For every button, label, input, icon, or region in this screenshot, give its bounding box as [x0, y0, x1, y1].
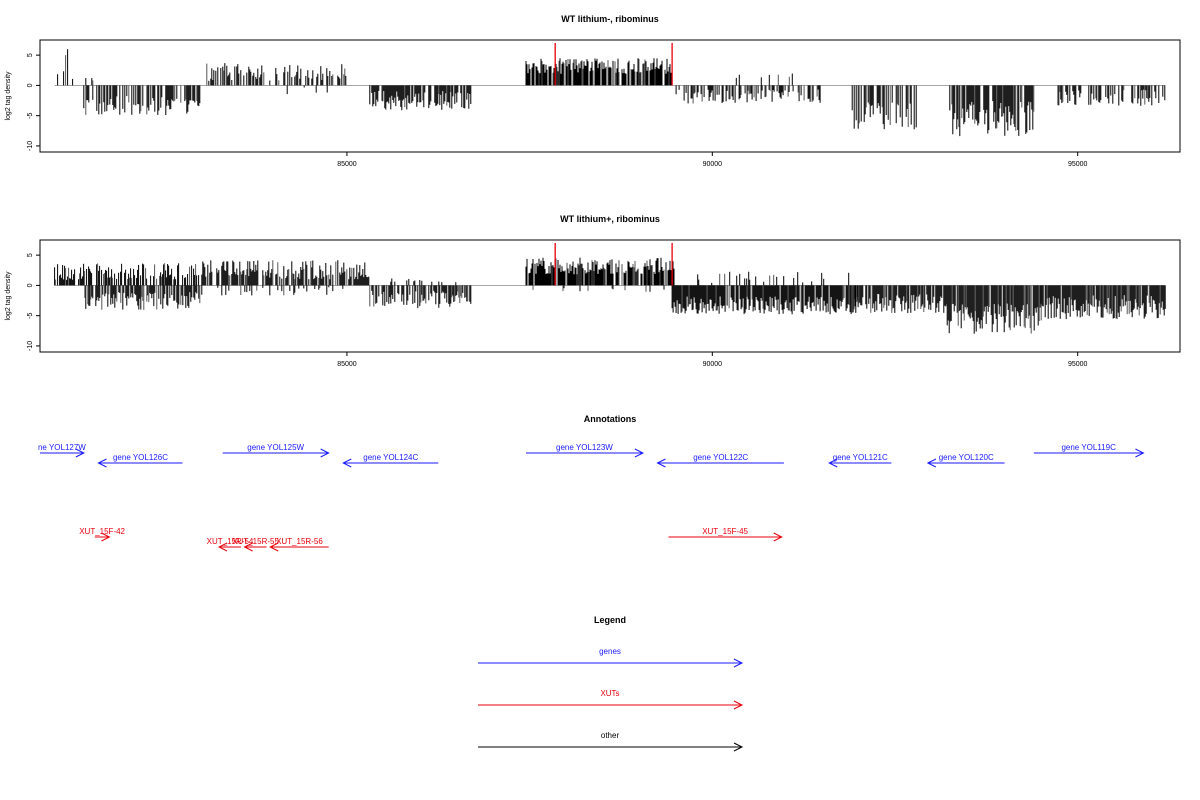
arrow-head	[773, 532, 783, 542]
y-tick-label: 5	[27, 253, 34, 257]
arrow-head	[320, 448, 330, 458]
arrow-head	[269, 542, 279, 552]
gene-label: gene YOL123W	[556, 443, 613, 452]
x-tick-label: 85000	[337, 361, 357, 368]
arrow-head	[733, 742, 744, 752]
bars-group	[54, 257, 1166, 334]
plot-frame	[39, 39, 1181, 153]
y-axis-label: log2 tag density	[5, 271, 12, 321]
y-tick-label: -10	[27, 341, 34, 351]
panel-title: WT lithium-, ribominus	[561, 14, 659, 24]
x-tick-label: 90000	[703, 361, 723, 368]
plot-frame	[39, 239, 1181, 353]
gene-label: gene YOL119C	[1061, 443, 1116, 452]
gene-arrow	[525, 448, 645, 458]
xut-arrow	[94, 532, 111, 542]
gene-label: gene YOL126C	[113, 453, 168, 462]
gene-arrow	[40, 448, 85, 458]
panel-title: WT lithium+, ribominus	[560, 214, 660, 224]
xut-label: XUT_15R-54	[207, 537, 254, 546]
xut-arrow	[217, 542, 241, 552]
xut-label: XUT_15F-42	[79, 527, 125, 536]
legend-label: other	[601, 731, 620, 740]
y-tick-label: 0	[27, 83, 34, 87]
xut-arrow	[668, 532, 783, 542]
legend-arrow	[478, 700, 744, 710]
arrow-head	[634, 448, 645, 458]
legend: Legend genes XUTs other	[478, 615, 744, 752]
gene-label: gene YOL124C	[363, 453, 418, 462]
legend-label: XUTs	[600, 689, 619, 698]
arrow-head	[217, 542, 228, 552]
x-tick-label: 95000	[1068, 361, 1088, 368]
arrow-head	[733, 658, 744, 668]
y-tick-label: -10	[27, 141, 34, 151]
gene-arrow	[1033, 448, 1145, 458]
gene-arrow	[222, 448, 330, 458]
legend-label: genes	[599, 647, 621, 656]
gene-arrow	[656, 458, 784, 468]
annotations-track: Annotations ne YOL127W gene YOL126C gene Y…	[38, 414, 1145, 552]
arrow-head	[243, 542, 253, 552]
gene-arrow	[342, 458, 439, 468]
x-tick-label: 90000	[703, 161, 723, 168]
gene-label: gene YOL122C	[693, 453, 748, 462]
y-tick-label: 0	[27, 283, 34, 287]
density-panel-lithium-minus: WT lithium-, ribominus log2 tag density …	[5, 14, 1181, 168]
gene-label: gene YOL121C	[833, 453, 888, 462]
y-tick-label: -5	[27, 312, 34, 318]
xut-arrow	[269, 542, 329, 552]
arrow-head	[656, 458, 666, 468]
gene-label: gene YOL120C	[939, 453, 994, 462]
legend-title: Legend	[594, 615, 626, 625]
x-tick-label: 95000	[1068, 161, 1088, 168]
arrow-head	[1135, 448, 1145, 458]
arrow-head	[828, 458, 838, 468]
bars-group	[54, 49, 1166, 137]
arrow-head	[926, 458, 937, 468]
xut-arrow	[243, 542, 267, 552]
x-tick-label: 85000	[337, 161, 357, 168]
xut-label: XUT_15R-55	[232, 537, 279, 546]
gene-label: gene YOL125W	[247, 443, 304, 452]
arrow-head	[733, 700, 744, 710]
y-tick-label: 5	[27, 53, 34, 57]
xut-label: XUT_15F-45	[702, 527, 748, 536]
legend-arrow	[478, 658, 744, 668]
arrow-head	[342, 458, 352, 468]
y-tick-label: -5	[27, 112, 34, 118]
density-panel-lithium-plus: WT lithium+, ribominus log2 tag density …	[5, 214, 1181, 368]
y-axis-label: log2 tag density	[5, 71, 12, 121]
arrow-head	[97, 458, 107, 468]
gene-arrow	[828, 458, 892, 468]
legend-arrow	[478, 742, 744, 752]
arrow-head	[101, 532, 111, 542]
xut-label: XUT_15R-56	[276, 537, 323, 546]
gene-label: ne YOL127W	[38, 443, 86, 452]
arrow-head	[75, 448, 85, 458]
annotations-title: Annotations	[584, 414, 637, 424]
gene-arrow	[97, 458, 183, 468]
gene-arrow	[926, 458, 1005, 468]
